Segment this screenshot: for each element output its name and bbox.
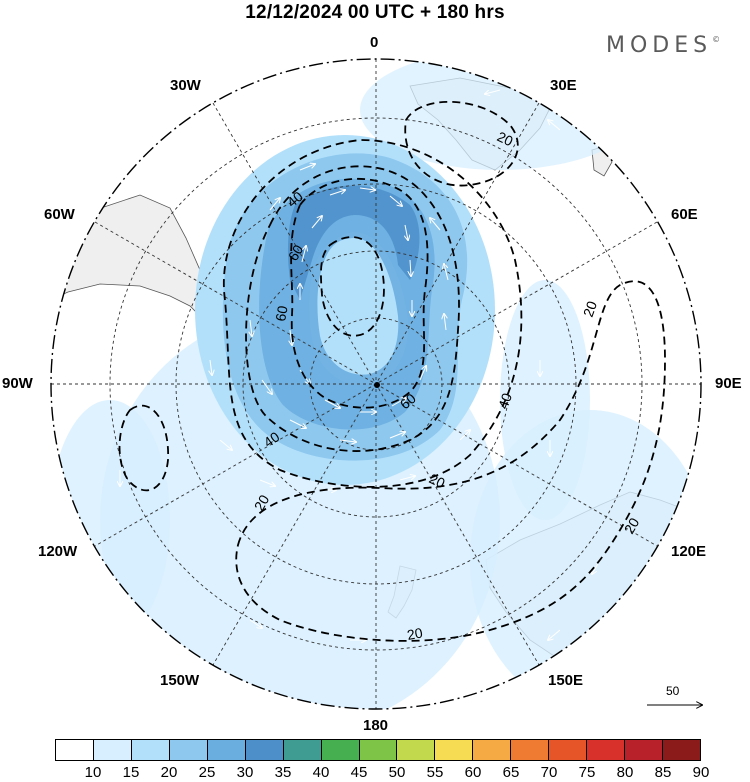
colorbar-tick-label: 15 (122, 764, 140, 781)
contour-label: 20 (621, 515, 643, 537)
contour-label: 40 (495, 391, 515, 411)
colorbar-swatch (473, 740, 512, 760)
contour-label: 60 (285, 242, 307, 264)
map-boundary (50, 58, 702, 710)
colorbar-tick-label: 25 (198, 764, 216, 781)
colorbar-tick-label: 30 (236, 764, 254, 781)
colorbar-tick-label: 10 (84, 764, 102, 781)
map-title: 12/12/2024 00 UTC + 180 hrs (245, 2, 505, 23)
colorbar-swatch (587, 740, 626, 760)
reference-vector-label: 50 (666, 684, 680, 698)
colorbar-tick-label: 90 (692, 764, 710, 781)
lon-label-150e: 150E (548, 672, 584, 689)
colorbar-tick-label: 35 (274, 764, 292, 781)
contour-label: 60 (272, 304, 290, 322)
colorbar-swatch (511, 740, 550, 760)
colorbar-tick-label: 50 (388, 764, 406, 781)
lon-label-120e: 120E (671, 543, 707, 560)
lon-label-150w: 150W (160, 672, 200, 689)
colorbar-swatch (663, 740, 700, 760)
lon-label-90w: 90W (2, 375, 33, 392)
lon-label-60w: 60W (44, 206, 75, 223)
lon-label-60e: 60E (671, 206, 698, 223)
colorbar-tick-label: 20 (160, 764, 178, 781)
colorbar-tick-label: 65 (502, 764, 520, 781)
colorbar (55, 739, 701, 761)
contour-label: 20 (251, 492, 273, 514)
colorbar-swatch (549, 740, 588, 760)
colorbar-tick-label: 85 (654, 764, 672, 781)
lon-label-120w: 120W (38, 543, 78, 560)
contour-label: 20 (580, 299, 600, 319)
contour-label: 20 (495, 128, 516, 149)
colorbar-swatch (93, 740, 132, 760)
colorbar-swatch (131, 740, 170, 760)
pole-marker (374, 382, 380, 388)
brand-logo: MODES© (606, 33, 721, 58)
colorbar-swatch (169, 740, 208, 760)
polar-map: 20 40 60 60 40 40 60 20 20 20 20 20 (50, 58, 750, 710)
isotach-contours (118, 100, 666, 642)
colorbar-swatch (245, 740, 284, 760)
lon-label-30e: 30E (550, 77, 577, 94)
contour-label: 20 (427, 470, 448, 491)
colorbar-swatch (435, 740, 474, 760)
colorbar-tick-label: 60 (464, 764, 482, 781)
colorbar-swatch (359, 740, 398, 760)
colorbar-tick-label: 80 (616, 764, 634, 781)
contour-label: 20 (406, 624, 424, 642)
lon-label-0: 0 (370, 34, 379, 51)
colorbar-swatch (207, 740, 246, 760)
colorbar-swatch (283, 740, 322, 760)
colorbar-tick-label: 45 (350, 764, 368, 781)
lon-label-30w: 30W (170, 77, 201, 94)
colorbar-tick-label: 70 (540, 764, 558, 781)
colorbar-tick-label: 55 (426, 764, 444, 781)
lon-label-180: 180 (363, 717, 389, 734)
colorbar-swatch (56, 740, 94, 760)
lon-label-90e: 90E (715, 375, 742, 392)
colorbar-swatch (397, 740, 436, 760)
colorbar-swatch (625, 740, 663, 760)
colorbar-swatch (321, 740, 360, 760)
colorbar-tick-label: 75 (578, 764, 596, 781)
colorbar-ticks: 10 15 20 25 30 35 40 45 50 55 60 65 70 75 80 85 90 (0, 764, 750, 782)
colorbar-tick-label: 40 (312, 764, 330, 781)
wind-vectors (90, 89, 641, 640)
